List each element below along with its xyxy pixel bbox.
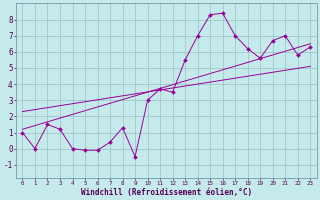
X-axis label: Windchill (Refroidissement éolien,°C): Windchill (Refroidissement éolien,°C) — [81, 188, 252, 197]
